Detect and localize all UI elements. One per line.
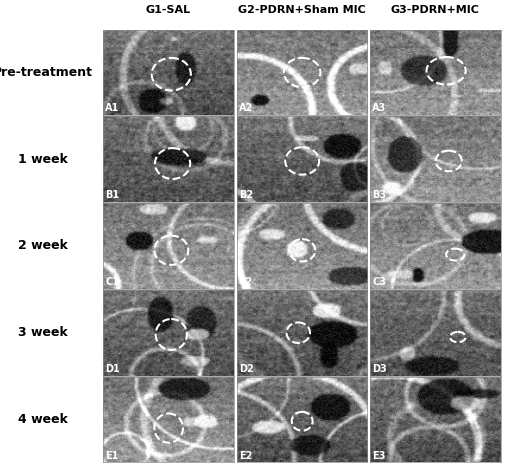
Text: E1: E1 — [105, 451, 119, 461]
Text: B2: B2 — [239, 190, 253, 200]
Text: C1: C1 — [105, 277, 119, 287]
Text: 3 week: 3 week — [18, 326, 67, 339]
Text: G3-PDRN+MIC: G3-PDRN+MIC — [391, 5, 480, 15]
Text: D1: D1 — [105, 364, 120, 374]
Text: C2: C2 — [239, 277, 252, 287]
Text: C3: C3 — [372, 277, 386, 287]
Text: B1: B1 — [105, 190, 119, 200]
Text: G2-PDRN+Sham MIC: G2-PDRN+Sham MIC — [238, 5, 366, 15]
Text: G1-SAL: G1-SAL — [146, 5, 191, 15]
Text: Pre-treatment: Pre-treatment — [0, 66, 93, 79]
Text: E3: E3 — [372, 451, 386, 461]
Text: D3: D3 — [372, 364, 387, 374]
Text: E2: E2 — [239, 451, 252, 461]
Text: 2 week: 2 week — [18, 240, 67, 252]
Text: A3: A3 — [372, 104, 386, 113]
Text: A2: A2 — [239, 104, 253, 113]
Text: B3: B3 — [372, 190, 386, 200]
Text: A1: A1 — [105, 104, 120, 113]
Text: 1 week: 1 week — [18, 153, 67, 166]
Text: D2: D2 — [239, 364, 254, 374]
Text: 4 week: 4 week — [18, 413, 67, 426]
